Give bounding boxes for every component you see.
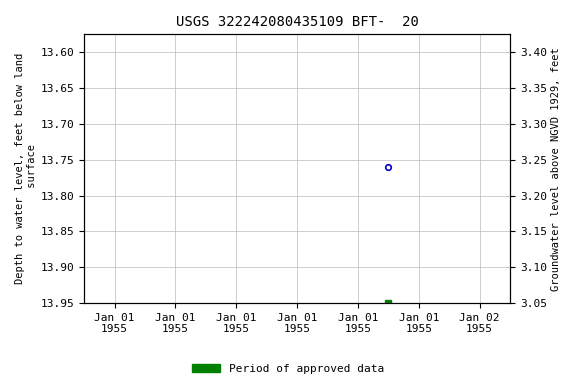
Y-axis label: Depth to water level, feet below land
 surface: Depth to water level, feet below land su… bbox=[15, 53, 37, 284]
Title: USGS 322242080435109 BFT-  20: USGS 322242080435109 BFT- 20 bbox=[176, 15, 419, 29]
Legend: Period of approved data: Period of approved data bbox=[188, 359, 388, 379]
Y-axis label: Groundwater level above NGVD 1929, feet: Groundwater level above NGVD 1929, feet bbox=[551, 47, 561, 291]
